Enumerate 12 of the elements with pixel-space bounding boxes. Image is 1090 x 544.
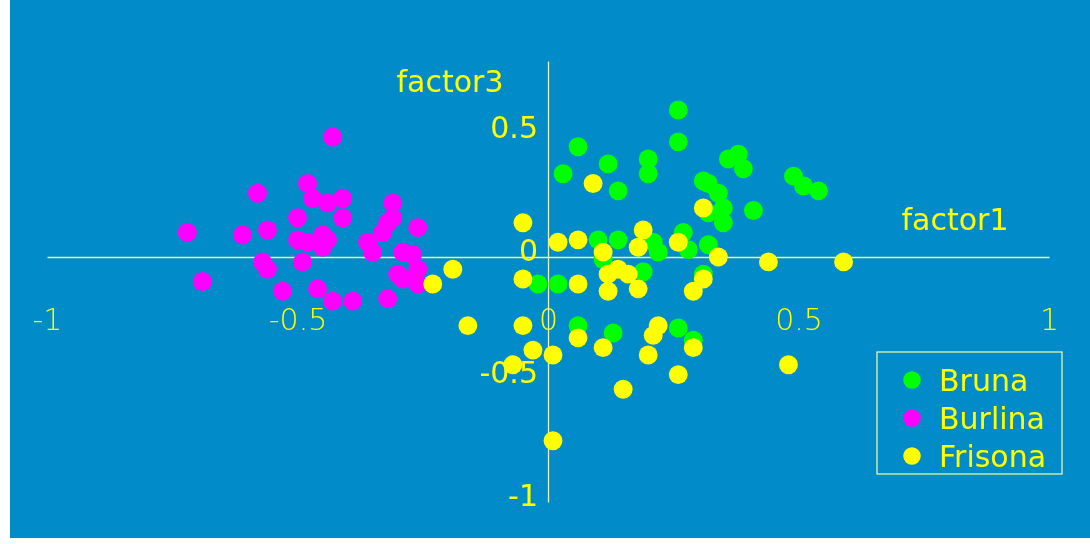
x-tick-label: 0.5 — [775, 302, 823, 338]
x-tick-label: -1 — [32, 302, 63, 338]
x-axis-title: factor1 — [901, 202, 1009, 237]
y-tick-label: -1 — [508, 477, 538, 513]
x-tick-label: 1 — [1039, 302, 1060, 338]
y-tick-label: 0.5 — [490, 110, 538, 145]
legend-label: Burlina — [939, 400, 1045, 436]
legend-label: Bruna — [939, 362, 1029, 398]
x-tick-label: -0.5 — [268, 302, 328, 338]
legend-label: Frisona — [939, 438, 1047, 474]
y-tick-label: -0.5 — [479, 355, 538, 390]
y-axis-title: factor3 — [396, 64, 504, 99]
